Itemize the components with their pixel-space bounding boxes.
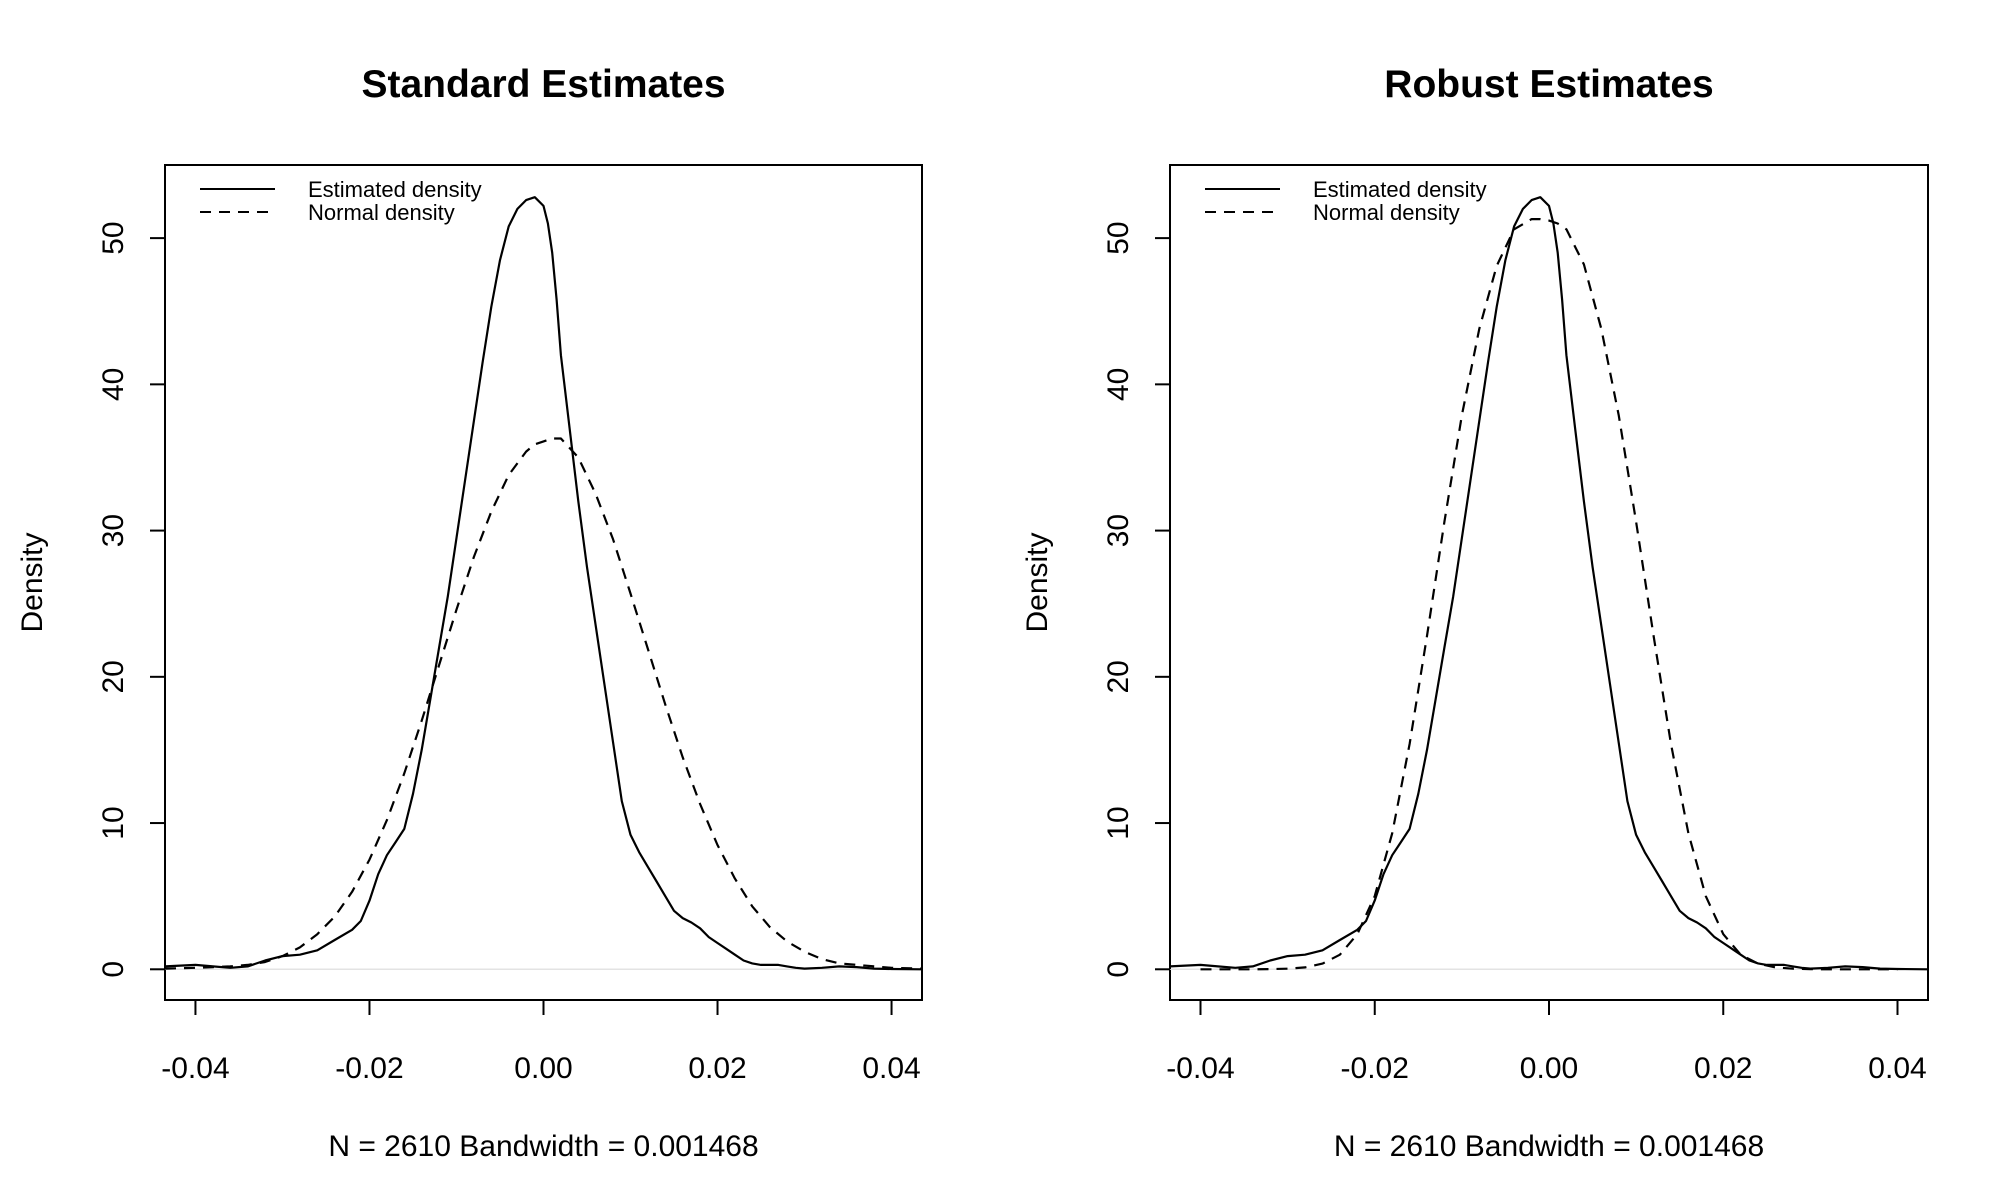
y-tick-label: 20 [97,660,130,693]
normal-density-line [165,437,922,970]
y-tick-label: 0 [97,961,130,978]
estimated-density-line [1170,196,1928,971]
estimated-density-line [165,196,922,971]
x-tick-label: -0.02 [1341,1052,1409,1085]
y-axis-label: Density [16,532,49,632]
y-tick-label: 50 [1102,221,1135,254]
y-tick-label: 30 [97,514,130,547]
y-tick-label: 40 [97,368,130,401]
legend-label: Normal density [1313,200,1460,225]
x-tick-label: -0.04 [161,1052,229,1085]
x-tick-label: 0.02 [1694,1052,1752,1085]
legend-label: Estimated density [1313,177,1487,202]
x-axis-label: N = 2610 Bandwidth = 0.001468 [328,1130,758,1163]
y-axis-label: Density [1021,532,1054,632]
y-tick-label: 40 [1102,368,1135,401]
y-tick-label: 50 [97,221,130,254]
x-tick-label: -0.04 [1166,1052,1234,1085]
x-tick-label: 0.04 [1868,1052,1926,1085]
x-axis-label: N = 2610 Bandwidth = 0.001468 [1334,1130,1764,1163]
y-tick-label: 30 [1102,514,1135,547]
x-tick-label: 0.00 [514,1052,572,1085]
chart-panel-2: Robust Estimates -0.04 -0.02 0.00 0.02 0.04 0 1… [1021,63,1929,1163]
plot-frame [164,164,923,1001]
plot-frame [1169,164,1929,1001]
y-tick-label: 20 [1102,660,1135,693]
chart-title: Robust Estimates [1384,63,1713,106]
chart-title: Standard Estimates [361,63,725,106]
x-tick-label: -0.02 [335,1052,403,1085]
chart-panel-1: Standard Estimates -0.04 -0.02 0.00 0.02 0.04… [16,63,923,1163]
x-tick-label: 0.02 [688,1052,746,1085]
legend-label: Normal density [308,200,455,225]
x-tick-label: 0.04 [862,1052,920,1085]
y-tick-label: 0 [1102,961,1135,978]
y-tick-label: 10 [97,806,130,839]
normal-density-line [1200,218,1898,971]
x-tick-label: 0.00 [1520,1052,1578,1085]
y-tick-label: 10 [1102,806,1135,839]
legend-label: Estimated density [308,177,482,202]
